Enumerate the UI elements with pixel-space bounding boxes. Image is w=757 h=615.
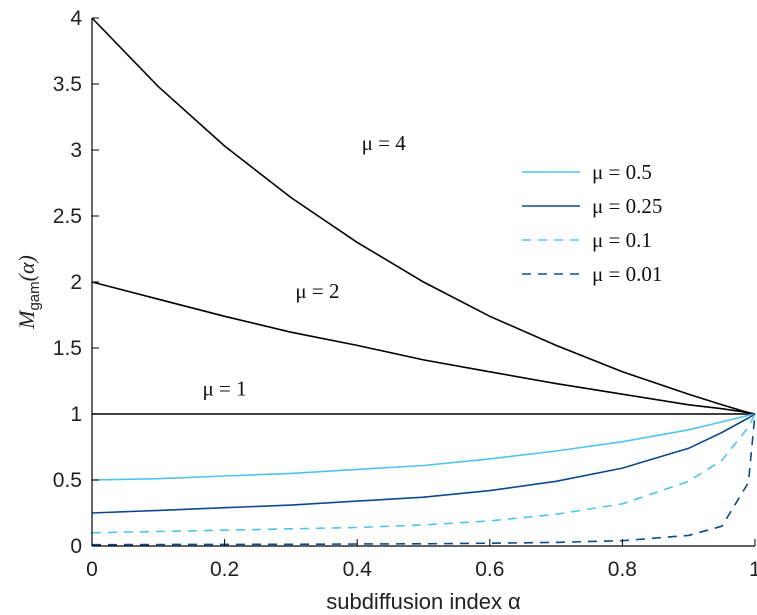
curves-layer: [91, 17, 756, 546]
y-tick-label: 3: [70, 139, 82, 162]
x-axis-title: subdiffusion index α: [326, 589, 521, 614]
y-tick-label: 3.5: [53, 73, 82, 96]
y-tick-label: 2.5: [53, 205, 82, 228]
legend-label: μ = 0.01: [592, 262, 662, 286]
y-tick-label: 0.5: [53, 469, 82, 492]
legend: μ = 0.5 μ = 0.25 μ = 0.1 μ = 0.01: [522, 160, 662, 286]
x-tick-label: 0.6: [475, 558, 504, 581]
series-line-3: [91, 413, 756, 481]
y-axis-title-arg: (α): [14, 255, 39, 281]
x-tick-label: 0.4: [343, 558, 373, 581]
y-axis-title-sub: gam: [26, 281, 43, 310]
y-axis-title-main: M: [14, 309, 39, 330]
y-tick-label: 0: [70, 535, 82, 558]
y-axis-title: Mgam(α): [14, 255, 43, 330]
x-tick-label: 0.2: [210, 558, 239, 581]
y-tick-label: 4: [70, 7, 82, 30]
legend-label: μ = 0.25: [592, 194, 662, 218]
series-line-5: [91, 413, 756, 534]
legend-label: μ = 0.1: [592, 228, 652, 252]
series-line-6: [91, 413, 756, 546]
series-line-0: [91, 17, 756, 415]
axes-layer: 0 0.2 0.4 0.6 0.8 1 0 0.5 1 1.5 2 2.5 3 3.5 4: [53, 7, 757, 581]
x-tick-label: 0: [86, 558, 98, 581]
curve-annotation: μ = 4: [362, 131, 407, 155]
annotations-layer: μ = 4 μ = 2 μ = 1: [203, 131, 407, 401]
y-tick-label: 2: [70, 271, 82, 294]
series-line-4: [91, 413, 756, 514]
x-tick-label: 1: [749, 558, 757, 581]
curve-annotation: μ = 1: [203, 377, 247, 401]
y-tick-label: 1: [70, 403, 82, 426]
series-line-1: [91, 281, 756, 415]
curve-annotation: μ = 2: [295, 279, 339, 303]
x-tick-label: 0.8: [608, 558, 637, 581]
y-tick-label: 1.5: [53, 337, 82, 360]
legend-label: μ = 0.5: [592, 160, 652, 184]
